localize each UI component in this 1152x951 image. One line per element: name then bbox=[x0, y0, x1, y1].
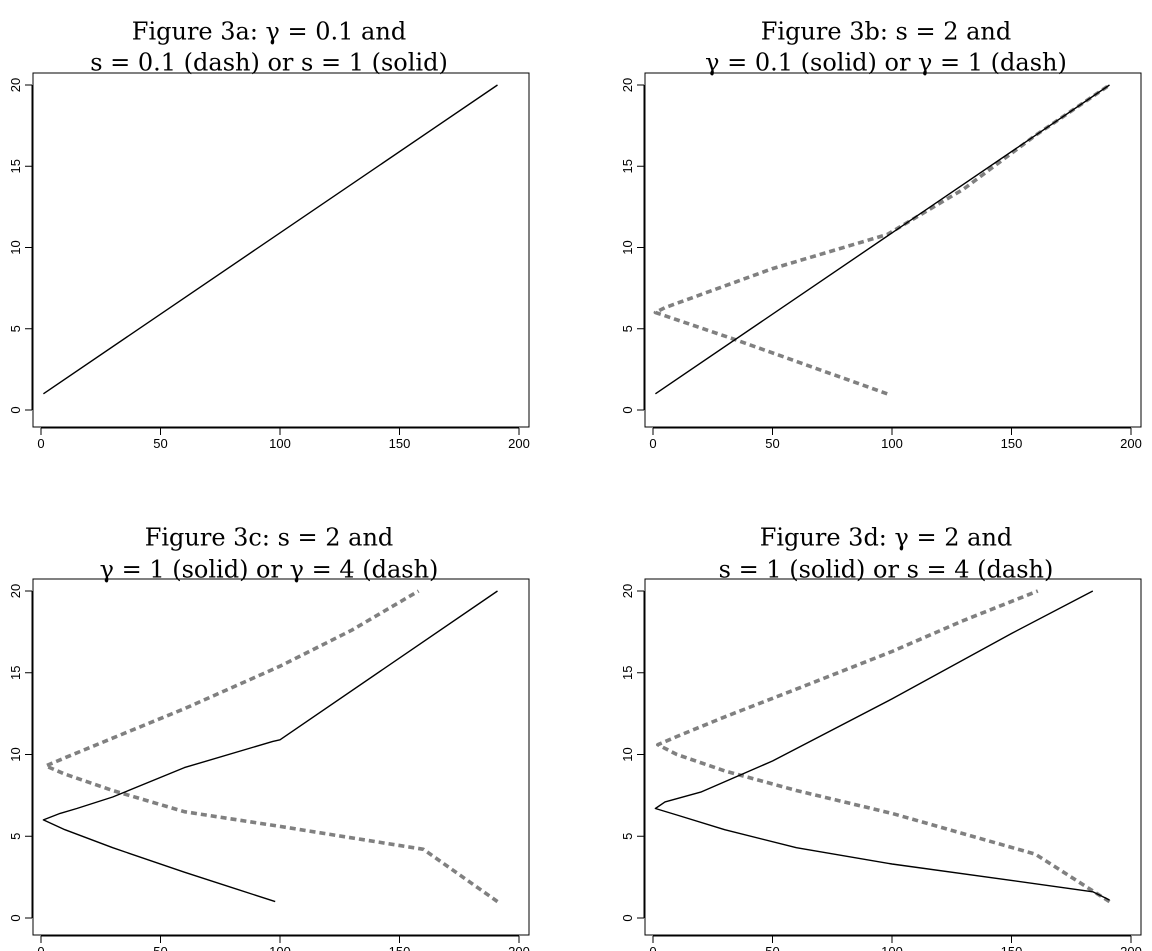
y-tick-label: 10 bbox=[8, 240, 23, 254]
y-tick-label: 15 bbox=[8, 159, 23, 173]
plot-frame bbox=[32, 72, 530, 428]
x-tick-label: 100 bbox=[881, 944, 903, 951]
x-tick-label: 0 bbox=[649, 944, 656, 951]
x-tick-label: 0 bbox=[649, 436, 656, 451]
x-tick-label: 50 bbox=[765, 944, 779, 951]
y-tick-label: 20 bbox=[8, 78, 23, 92]
x-tick-label: 50 bbox=[153, 436, 167, 451]
y-tick-label: 0 bbox=[620, 914, 635, 921]
x-tick-label: 50 bbox=[153, 944, 167, 951]
y-tick-label: 20 bbox=[8, 584, 23, 598]
x-tick-label: 100 bbox=[269, 436, 291, 451]
x-tick-label: 150 bbox=[1001, 944, 1023, 951]
y-tick-label: 20 bbox=[620, 584, 635, 598]
x-tick-label: 150 bbox=[389, 944, 411, 951]
y-tick-label: 0 bbox=[620, 406, 635, 413]
chart-title-line: Figure 3c: s = 2 and bbox=[145, 524, 394, 552]
y-tick-label: 10 bbox=[620, 240, 635, 254]
x-tick-label: 150 bbox=[389, 436, 411, 451]
x-tick-label: 200 bbox=[508, 944, 530, 951]
chart-title-line: Figure 3b: s = 2 and bbox=[761, 18, 1012, 46]
series-line-dash bbox=[653, 83, 1111, 396]
y-tick-label: 20 bbox=[620, 78, 635, 92]
y-tick-label: 15 bbox=[8, 666, 23, 680]
plot-frame bbox=[644, 72, 1142, 428]
plot-frame bbox=[644, 578, 1142, 936]
chart-title-line: Figure 3d: γ = 2 and bbox=[760, 524, 1013, 552]
plot-frame bbox=[32, 578, 530, 936]
y-tick-label: 5 bbox=[8, 325, 23, 332]
chart-panel-3b: Figure 3b: s = 2 and γ = 0.1 (solid) or γ… bbox=[620, 18, 1142, 451]
x-tick-label: 150 bbox=[1001, 436, 1023, 451]
y-tick-label: 5 bbox=[620, 325, 635, 332]
x-tick-label: 0 bbox=[37, 944, 44, 951]
series-line-solid bbox=[42, 590, 498, 903]
y-tick-label: 5 bbox=[8, 833, 23, 840]
y-tick-label: 5 bbox=[620, 833, 635, 840]
series-line-solid bbox=[43, 84, 498, 395]
series-line-dash bbox=[43, 589, 499, 904]
x-tick-label: 200 bbox=[1120, 436, 1142, 451]
x-tick-label: 50 bbox=[765, 436, 779, 451]
y-tick-label: 0 bbox=[8, 914, 23, 921]
chart-title-line: γ = 0.1 (solid) or γ = 1 (dash) bbox=[705, 49, 1067, 77]
y-tick-label: 0 bbox=[8, 406, 23, 413]
chart-title-line: s = 0.1 (dash) or s = 1 (solid) bbox=[90, 49, 448, 77]
x-tick-label: 100 bbox=[881, 436, 903, 451]
x-tick-label: 0 bbox=[37, 436, 44, 451]
y-tick-label: 15 bbox=[620, 666, 635, 680]
series-line-dash bbox=[655, 589, 1111, 904]
series-line-solid bbox=[654, 590, 1110, 901]
chart-panel-3a: Figure 3a: γ = 0.1 and s = 0.1 (dash) or … bbox=[8, 18, 530, 451]
y-tick-label: 15 bbox=[620, 159, 635, 173]
x-tick-label: 100 bbox=[269, 944, 291, 951]
chart-title-line: Figure 3a: γ = 0.1 and bbox=[132, 18, 406, 46]
x-tick-label: 200 bbox=[508, 436, 530, 451]
x-tick-label: 200 bbox=[1120, 944, 1142, 951]
y-tick-label: 10 bbox=[8, 747, 23, 761]
series-line-solid bbox=[655, 84, 1110, 395]
y-tick-label: 10 bbox=[620, 747, 635, 761]
